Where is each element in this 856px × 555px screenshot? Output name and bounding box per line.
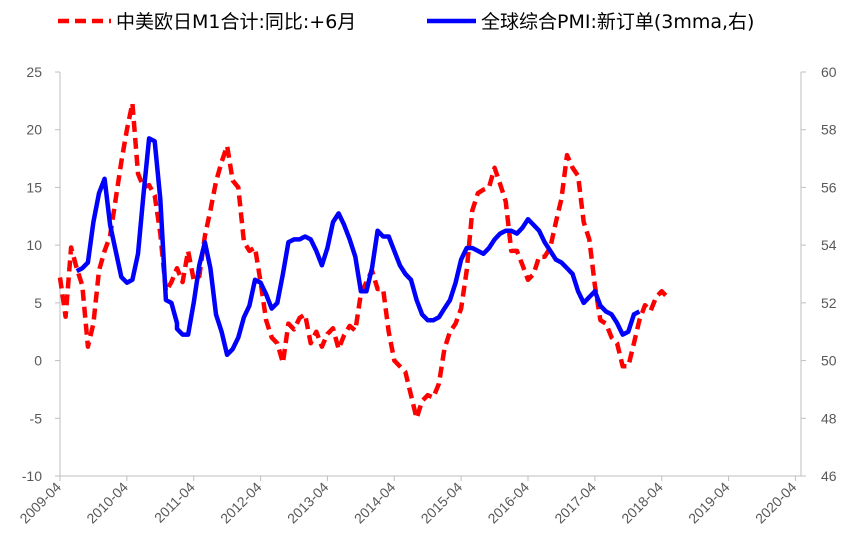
- x-axis-ticks: 2009-04 2010-04 2011-04 2012-04 2013-04 2014-…: [16, 476, 800, 527]
- legend-label-pmi: 全球综合PMI:新订单(3mma,右): [481, 11, 754, 33]
- left-tick-label: 0: [34, 353, 42, 369]
- x-tick-label: 2017-04: [551, 479, 599, 527]
- left-tick-label: -5: [30, 410, 43, 426]
- right-tick-label: 58: [821, 122, 837, 138]
- series-layer: [57, 100, 669, 421]
- left-axis-ticks: -10 -5 0 5 10 15 20 25: [22, 64, 60, 484]
- right-tick-label: 50: [821, 353, 837, 369]
- left-tick-label: 5: [34, 295, 42, 311]
- left-tick-label: 20: [26, 122, 42, 138]
- x-tick-label: 2013-04: [284, 479, 332, 527]
- x-tick-label: 2011-04: [151, 479, 198, 526]
- x-tick-label: 2019-04: [685, 479, 733, 527]
- right-axis-ticks: 46 48 50 52 54 56 58 60: [801, 64, 837, 484]
- x-tick-label: 2020-04: [752, 479, 800, 527]
- x-tick-label: 2016-04: [484, 479, 532, 527]
- left-tick-label: 25: [26, 64, 42, 80]
- right-tick-label: 48: [821, 410, 837, 426]
- right-tick-label: 54: [821, 237, 837, 253]
- x-tick-label: 2012-04: [217, 479, 265, 527]
- right-tick-label: 60: [821, 64, 837, 80]
- axes: [59, 72, 802, 477]
- x-tick-label: 2015-04: [418, 479, 466, 527]
- x-tick-label: 2009-04: [16, 479, 64, 527]
- x-tick-label: 2018-04: [618, 479, 666, 527]
- series-line-m1: [57, 100, 669, 421]
- left-tick-label: -10: [22, 468, 42, 484]
- right-tick-label: 52: [821, 295, 837, 311]
- x-tick-label: 2010-04: [83, 479, 131, 527]
- left-tick-label: 15: [26, 179, 42, 195]
- legend-label-m1: 中美欧日M1合计:同比:+6月: [116, 11, 356, 33]
- right-tick-label: 46: [821, 468, 837, 484]
- left-tick-label: 10: [26, 237, 42, 253]
- legend: 中美欧日M1合计:同比:+6月 全球综合PMI:新订单(3mma,右): [58, 11, 754, 33]
- right-tick-label: 56: [821, 179, 837, 195]
- series-line-pmi: [75, 136, 641, 358]
- x-tick-label: 2014-04: [351, 479, 399, 527]
